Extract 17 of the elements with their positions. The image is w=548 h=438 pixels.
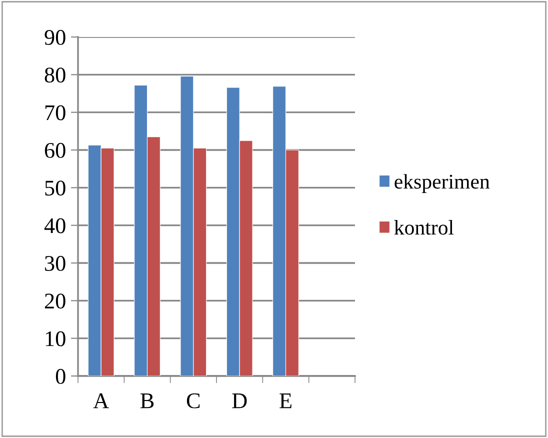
y-tick-label: 70 <box>45 105 66 120</box>
y-tick-label: 30 <box>45 256 66 271</box>
x-tick-label: E <box>280 394 292 408</box>
legend-label: kontrol <box>394 220 454 235</box>
x-tick-label: C <box>186 393 200 408</box>
y-tick-label: 20 <box>44 294 66 309</box>
y-tick-label: 40 <box>44 218 66 234</box>
x-tick-label: D <box>232 394 247 408</box>
y-tick-label: 10 <box>46 331 66 346</box>
legend-label: eksperimen <box>394 174 490 193</box>
y-tick-label: 80 <box>44 68 66 83</box>
y-tick-label: 0 <box>56 368 66 384</box>
y-tick-label: 90 <box>44 30 66 45</box>
y-tick-label: 60 <box>44 142 66 158</box>
y-tick-label: 50 <box>45 180 66 196</box>
x-tick-label: B <box>140 394 154 408</box>
x-tick-label: A <box>93 393 109 408</box>
